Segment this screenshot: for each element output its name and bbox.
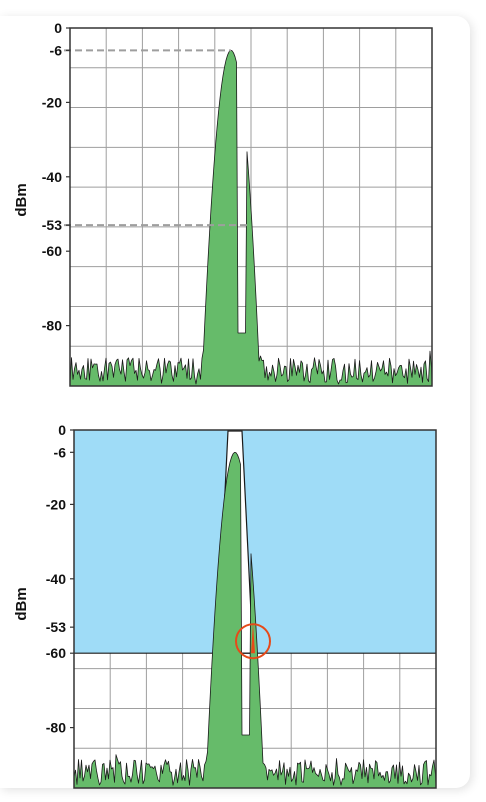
spur-circle: [235, 623, 271, 660]
y-tick-label: 0: [54, 20, 62, 36]
y-tick-label: -53: [42, 217, 62, 233]
y-tick-label: -6: [54, 444, 67, 460]
y-tick-label: -53: [46, 619, 66, 635]
y-axis-label: dBm: [13, 183, 30, 216]
y-tick-label: -60: [42, 243, 62, 259]
y-tick-label: -80: [46, 720, 66, 736]
spectrum-trace: [73, 452, 437, 789]
chart-2: 0 -6 -20 -40 -53 -60 -80 dBm: [13, 422, 437, 789]
y-tick-label: -20: [42, 94, 62, 110]
y-axis-label: dBm: [13, 587, 30, 620]
y-tick-label: -40: [46, 571, 66, 587]
y-tick-label: 0: [58, 422, 66, 438]
y-tick-label: -20: [46, 496, 66, 512]
y-tick-label: -6: [50, 42, 63, 58]
spectrum-trace: [69, 50, 433, 387]
y-tick-label: -80: [42, 318, 62, 334]
plot-frame: [73, 429, 437, 789]
y-tick-label: -40: [42, 169, 62, 185]
spur-highlight: [251, 623, 255, 654]
chart-1: 0 -6 -20 -40 -53 -60 -80 dBm: [13, 20, 433, 387]
plot-frame: [69, 27, 433, 387]
y-tick-label: -60: [46, 645, 66, 661]
